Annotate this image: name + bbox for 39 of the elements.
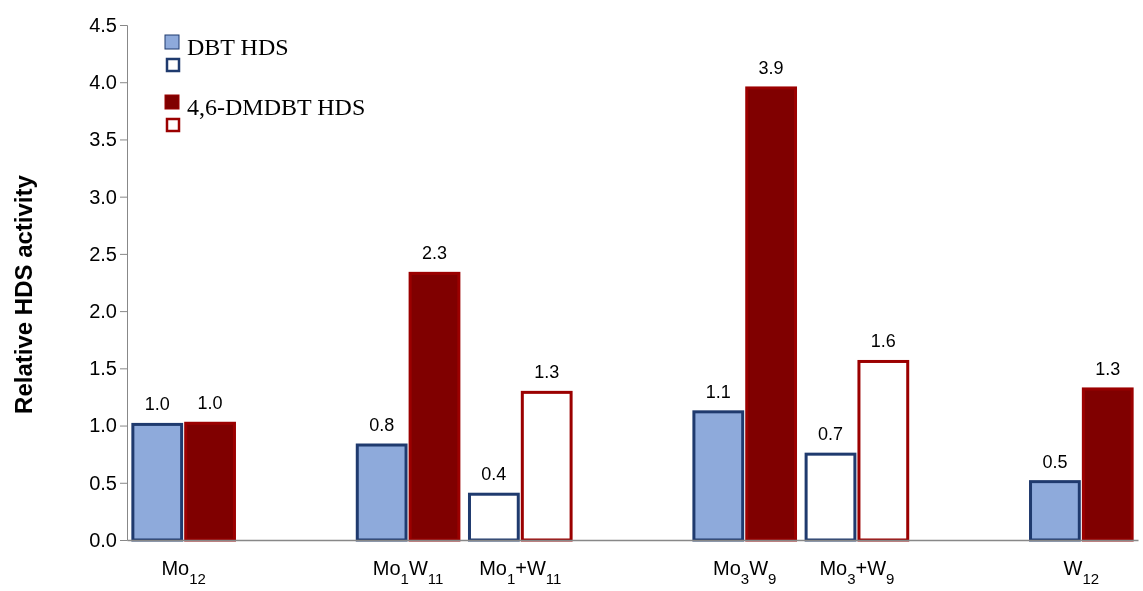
x-tick-label: Mo$_{1}$+W$_{11}$ xyxy=(479,557,562,587)
x-tick-label: Mo$_{3}$W$_{9}$ xyxy=(713,557,777,587)
bar xyxy=(408,271,461,542)
bar xyxy=(692,410,745,542)
bar xyxy=(745,86,798,542)
y-tick-label: 4.5 xyxy=(89,13,117,36)
y-tick-label: 2.0 xyxy=(89,300,117,323)
y-tick-label: 3.5 xyxy=(89,128,117,151)
x-tick-label: Mo$_{12}$ xyxy=(161,557,206,587)
data-label: 0.7 xyxy=(817,424,844,445)
bar xyxy=(184,421,236,542)
y-tick-label: 4.0 xyxy=(89,71,117,94)
y-tick-label: 3.0 xyxy=(89,185,117,208)
legend-label: 4,6-DMDBT HDS xyxy=(187,94,366,120)
y-tick-label: 1.5 xyxy=(89,357,117,380)
data-label: 0.4 xyxy=(481,464,507,485)
data-label: 3.9 xyxy=(758,57,784,78)
data-label: 2.3 xyxy=(421,243,448,264)
data-label: 1.0 xyxy=(197,393,223,414)
data-label: 1.3 xyxy=(534,362,560,383)
bar xyxy=(131,422,184,542)
data-label: 1.3 xyxy=(1095,358,1121,379)
data-label: 0.8 xyxy=(369,415,395,436)
y-tick-label: 1.0 xyxy=(89,414,117,437)
x-tick-label: Mo$_{3}$+W$_{9}$ xyxy=(819,557,895,587)
bar xyxy=(355,443,408,542)
y-tick-label: 2.5 xyxy=(89,242,117,265)
y-tick-label: 0.0 xyxy=(89,528,117,551)
bar xyxy=(1081,387,1134,542)
data-label: 1.1 xyxy=(705,381,731,402)
x-tick-label: W$_{12}$ xyxy=(1063,557,1100,587)
legend-label: DBT HDS xyxy=(187,34,289,60)
data-label: 1.6 xyxy=(870,331,896,352)
y-axis-title: Relative HDS activity xyxy=(10,174,37,414)
bar xyxy=(1029,480,1081,542)
y-tick-label: 0.5 xyxy=(89,471,117,494)
data-label: 1.0 xyxy=(144,394,170,415)
x-tick-label: Mo$_{1}$W$_{11}$ xyxy=(372,557,444,587)
data-label: 0.5 xyxy=(1042,451,1068,472)
